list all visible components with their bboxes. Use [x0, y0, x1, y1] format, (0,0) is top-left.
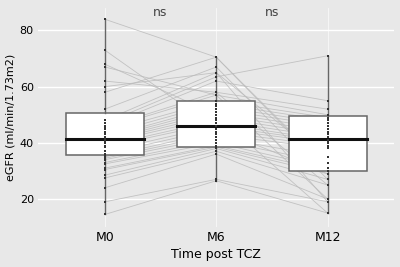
X-axis label: Time post TCZ: Time post TCZ	[171, 249, 261, 261]
Text: ns: ns	[153, 6, 168, 19]
Bar	[66, 113, 144, 155]
Bar	[289, 116, 366, 171]
Bar	[177, 101, 255, 147]
Y-axis label: eGFR (ml/min/1.73m2): eGFR (ml/min/1.73m2)	[6, 54, 16, 181]
Text: ns: ns	[265, 6, 279, 19]
